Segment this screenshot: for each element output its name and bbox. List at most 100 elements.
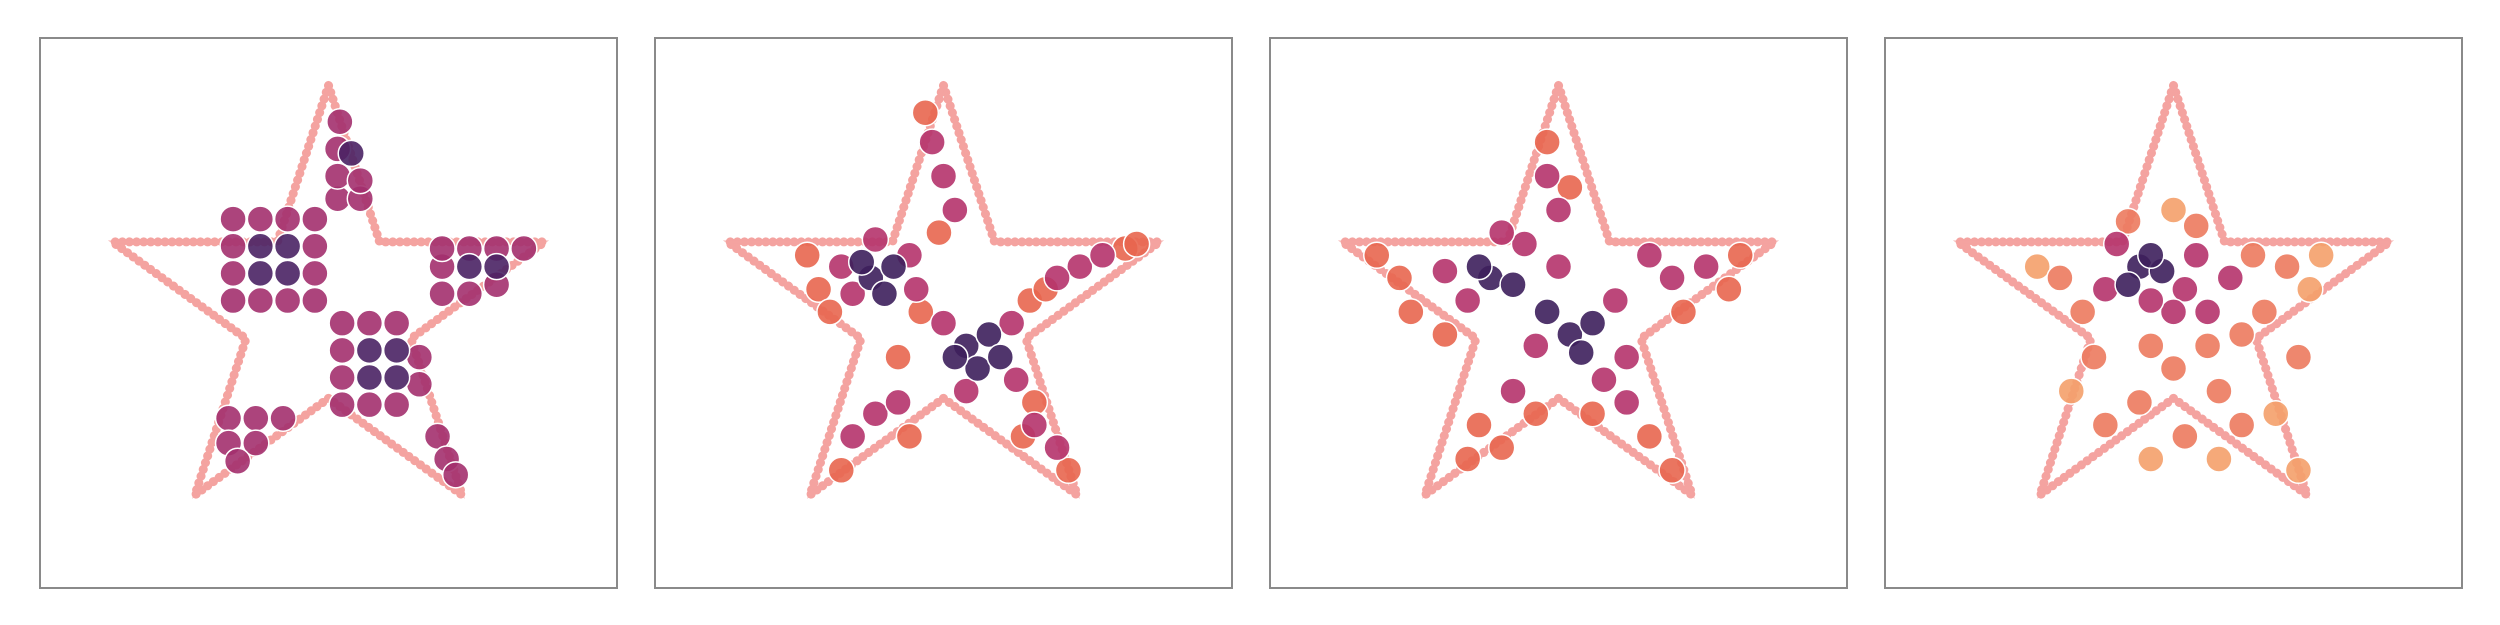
point [804,275,833,303]
point [328,363,356,392]
point [273,286,302,315]
point [355,390,384,419]
point [219,205,247,233]
point [2137,241,2165,270]
point [941,196,969,224]
point [1612,388,1641,417]
point [219,259,247,288]
point [1533,298,1561,326]
point [455,280,484,308]
panel [1884,37,2463,589]
point [1590,366,1618,394]
point [2193,332,2222,360]
point [1453,286,1482,315]
point [355,336,384,365]
point [246,259,275,288]
point [2057,377,2086,405]
point [2205,377,2233,405]
point [328,336,356,365]
point [838,280,867,308]
point [510,234,538,263]
star-outline-line [1337,80,1780,499]
point [884,388,912,417]
point [1397,298,1425,326]
point [884,343,912,371]
point [1533,162,1561,190]
point [925,218,953,247]
point [1533,128,1561,156]
point [1544,196,1573,224]
point [2284,456,2313,485]
point [907,298,935,326]
point [482,252,511,281]
point [2205,445,2233,473]
point [929,309,958,337]
point [1363,241,1391,270]
point [1499,377,1527,405]
point [1453,445,1482,473]
point [1635,241,1664,270]
point [1601,286,1630,315]
point [997,309,1026,337]
panel [654,37,1233,589]
point [1544,252,1573,281]
point [879,252,908,281]
point [326,107,354,136]
point [2102,230,2131,258]
point [2182,241,2210,270]
point [952,377,980,405]
point [2250,298,2279,326]
point [1522,399,1550,428]
point [902,275,930,303]
point [1002,366,1030,394]
point [895,422,924,451]
point [337,139,365,168]
point [2114,207,2142,236]
panel [1269,37,1848,589]
point [1088,241,1117,270]
point [1465,411,1493,439]
point [2284,343,2313,371]
point [1726,241,1754,270]
panel [39,37,618,589]
point [861,399,890,428]
point [2296,275,2324,303]
point [1066,252,1094,281]
point [1043,264,1071,292]
point [2137,332,2165,360]
point [382,309,411,337]
point [2239,241,2267,270]
point [1556,173,1584,202]
point [918,128,946,156]
point [1043,433,1071,462]
point [273,232,302,260]
point [2125,388,2154,417]
panel-frame [39,37,618,589]
point [301,232,329,260]
point [1054,456,1083,485]
point [2023,252,2051,281]
point [346,166,375,195]
point [405,370,434,399]
point [2159,354,2188,383]
point [1385,264,1414,292]
point [242,429,270,457]
point [269,404,297,432]
point [1578,309,1607,337]
point [301,205,329,233]
point [2171,275,2199,303]
point [328,390,356,419]
point [847,248,876,276]
point [1487,433,1516,462]
point [1635,422,1664,451]
point [219,286,247,315]
point [301,286,329,315]
point [273,205,302,233]
point [223,447,252,476]
point [2227,320,2256,349]
point [1658,456,1686,485]
point [1658,264,1686,292]
point [929,162,958,190]
point [273,259,302,288]
